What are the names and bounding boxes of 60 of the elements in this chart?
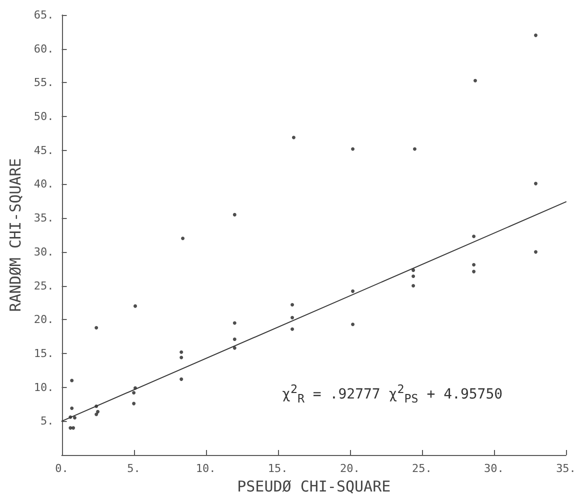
point xyxy=(351,147,355,151)
x-tick-label: 15. xyxy=(268,462,288,475)
point xyxy=(72,426,76,430)
y-tick-label: 60. xyxy=(34,42,54,56)
point xyxy=(132,402,136,406)
y-tick-label: 35. xyxy=(34,212,54,225)
y-tick-label: 20. xyxy=(34,313,54,326)
point xyxy=(133,304,137,308)
point xyxy=(180,356,184,360)
annotation: χ$^{2}$$_{R}$ = .92777 χ$^{2}$$_{PS}$ + 4.95750 xyxy=(282,382,503,406)
point xyxy=(94,412,98,416)
point xyxy=(290,302,294,306)
point xyxy=(412,284,416,288)
y-tick-label: 55. xyxy=(34,76,54,90)
point xyxy=(290,327,294,331)
point xyxy=(351,322,355,326)
point xyxy=(292,136,296,140)
point xyxy=(232,321,236,325)
point xyxy=(232,337,236,341)
y-axis-title: RANDØM CHI-SQUARE xyxy=(6,158,24,312)
y-tick-label: 50. xyxy=(34,110,54,124)
y-tick-label: 45. xyxy=(34,144,54,157)
x-tick-label: 35. xyxy=(556,462,576,475)
point xyxy=(412,147,416,151)
y-tick-label: 40. xyxy=(34,178,54,191)
point xyxy=(290,316,294,320)
point xyxy=(132,390,136,394)
y-tick-label: 65. xyxy=(34,8,54,22)
x-axis-title: PSEUDØ CHI-SQUARE xyxy=(237,478,391,496)
point xyxy=(412,274,416,278)
x-tick-label: 5. xyxy=(127,462,140,475)
point xyxy=(72,416,76,420)
point xyxy=(473,78,477,82)
y-tick-label: 15. xyxy=(34,346,54,360)
y-tick-label: 5. xyxy=(40,414,54,428)
point xyxy=(181,236,185,240)
x-tick-label: 20. xyxy=(340,462,360,475)
point xyxy=(534,34,538,38)
point xyxy=(180,350,184,354)
point xyxy=(232,346,236,350)
y-tick-label: 30. xyxy=(34,245,54,258)
point xyxy=(96,410,100,414)
point xyxy=(472,270,476,274)
point xyxy=(534,250,538,254)
x-tick-label: 10. xyxy=(196,462,216,475)
point xyxy=(94,326,98,330)
point xyxy=(70,406,74,410)
point xyxy=(534,182,538,186)
point xyxy=(232,212,236,216)
point xyxy=(70,378,74,382)
point xyxy=(180,377,184,381)
x-tick-label: 0. xyxy=(55,462,68,475)
x-tick-label: 25. xyxy=(412,462,432,475)
point xyxy=(472,234,476,238)
point xyxy=(412,268,416,272)
y-tick-label: 10. xyxy=(34,380,54,394)
point xyxy=(472,263,476,267)
point xyxy=(351,289,355,293)
y-tick-label: 25. xyxy=(34,279,54,292)
x-tick-label: 30. xyxy=(484,462,504,475)
